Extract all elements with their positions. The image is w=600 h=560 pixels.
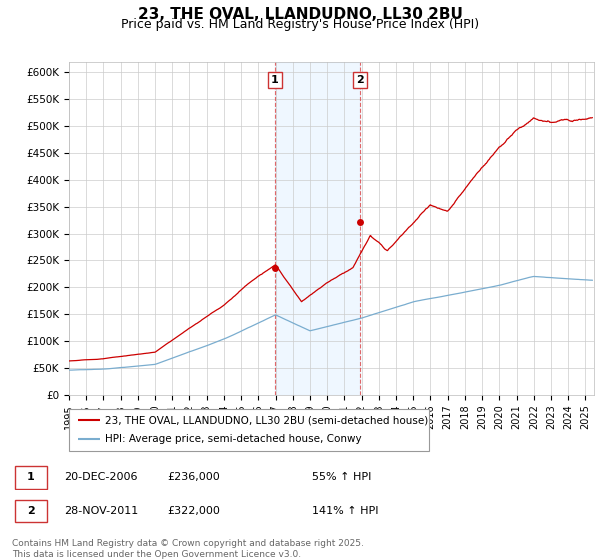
Text: 23, THE OVAL, LLANDUDNO, LL30 2BU: 23, THE OVAL, LLANDUDNO, LL30 2BU xyxy=(137,7,463,22)
FancyBboxPatch shape xyxy=(69,409,429,451)
Text: 2: 2 xyxy=(27,506,35,516)
Text: £236,000: £236,000 xyxy=(167,473,220,482)
FancyBboxPatch shape xyxy=(15,466,47,489)
Text: 1: 1 xyxy=(271,75,279,85)
Text: 55% ↑ HPI: 55% ↑ HPI xyxy=(311,473,371,482)
FancyBboxPatch shape xyxy=(15,500,47,522)
Text: 2: 2 xyxy=(356,75,364,85)
Text: Contains HM Land Registry data © Crown copyright and database right 2025.
This d: Contains HM Land Registry data © Crown c… xyxy=(12,539,364,559)
Bar xyxy=(275,62,360,395)
Text: 1: 1 xyxy=(27,473,35,482)
Text: 20-DEC-2006: 20-DEC-2006 xyxy=(64,473,137,482)
Text: £322,000: £322,000 xyxy=(167,506,220,516)
Text: 141% ↑ HPI: 141% ↑ HPI xyxy=(311,506,378,516)
Text: HPI: Average price, semi-detached house, Conwy: HPI: Average price, semi-detached house,… xyxy=(105,435,362,445)
Text: 23, THE OVAL, LLANDUDNO, LL30 2BU (semi-detached house): 23, THE OVAL, LLANDUDNO, LL30 2BU (semi-… xyxy=(105,415,428,425)
Text: 28-NOV-2011: 28-NOV-2011 xyxy=(64,506,138,516)
Text: Price paid vs. HM Land Registry's House Price Index (HPI): Price paid vs. HM Land Registry's House … xyxy=(121,18,479,31)
